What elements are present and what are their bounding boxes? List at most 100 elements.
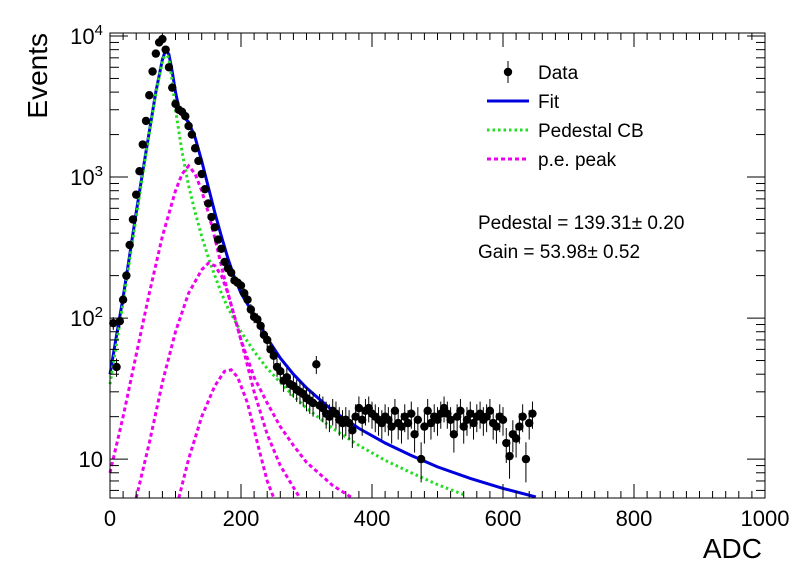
- data-point: [181, 111, 190, 121]
- data-point: [413, 407, 423, 436]
- data-marker: [528, 409, 537, 418]
- data-marker: [377, 418, 387, 428]
- data-point: [207, 212, 216, 222]
- data-point: [168, 83, 177, 92]
- data-point: [204, 199, 213, 208]
- legend-item-p-e-peak: p.e. peak: [487, 150, 617, 171]
- legend-item-data: Data: [503, 61, 579, 84]
- data-marker: [426, 418, 436, 428]
- data-point: [151, 49, 161, 58]
- legend: Data Fit Pedestal CB p.e. peak: [487, 61, 644, 171]
- data-marker: [132, 190, 141, 199]
- data-marker: [492, 422, 501, 431]
- data-point: [240, 288, 249, 299]
- data-point: [122, 271, 131, 281]
- data-point: [400, 404, 409, 433]
- data-marker: [240, 289, 249, 298]
- data-marker: [148, 67, 157, 76]
- data-point: [145, 91, 154, 100]
- data-point: [416, 442, 426, 483]
- data-marker: [197, 169, 206, 179]
- data-marker: [410, 430, 419, 439]
- x-tick-label: 600: [485, 506, 522, 531]
- data-point: [384, 407, 393, 436]
- x-tick-label: 800: [616, 506, 653, 531]
- data-point: [128, 215, 138, 224]
- data-point: [263, 333, 272, 348]
- fit-annotations: Pedestal = 139.31± 0.20 Gain = 53.98± 0.5…: [478, 213, 684, 263]
- data-marker: [184, 121, 193, 131]
- data-point: [161, 45, 170, 54]
- data-marker: [200, 184, 210, 194]
- x-axis-label: ADC: [703, 533, 762, 564]
- data-marker: [253, 315, 262, 324]
- curve-p-e-peak-1: [108, 163, 354, 500]
- data-point: [141, 116, 151, 126]
- data-marker: [525, 418, 534, 428]
- data-point: [446, 407, 455, 436]
- curve-p-e-peak-2: [134, 261, 302, 499]
- data-marker: [413, 415, 423, 424]
- data-point: [498, 407, 508, 436]
- data-point: [518, 404, 527, 433]
- legend-marker: [503, 67, 513, 77]
- data-point: [511, 423, 521, 458]
- data-marker: [466, 409, 475, 418]
- y-axis-label: Events: [22, 33, 53, 119]
- data-marker: [226, 268, 236, 277]
- data-marker: [308, 398, 318, 408]
- data-point: [256, 319, 265, 333]
- data-point: [348, 416, 357, 448]
- data-point: [138, 140, 147, 149]
- data-marker: [416, 454, 426, 464]
- data-marker: [400, 412, 409, 421]
- legend-label: Pedestal CB: [538, 121, 644, 142]
- data-point: [217, 244, 226, 253]
- data-point: [226, 268, 236, 278]
- data-marker: [269, 351, 278, 361]
- axis-ticks: [109, 33, 766, 498]
- legend-item-pedestal-cb: Pedestal CB: [487, 121, 644, 142]
- data-point: [132, 190, 141, 199]
- data-point: [449, 420, 459, 453]
- data-point: [118, 294, 128, 306]
- data-marker: [194, 156, 203, 166]
- x-tick-label: 0: [104, 506, 116, 531]
- data-marker: [135, 166, 144, 176]
- data-point: [456, 398, 465, 426]
- data-marker: [243, 295, 252, 304]
- data-marker: [145, 91, 154, 100]
- data-marker: [236, 281, 246, 290]
- data-marker: [190, 144, 200, 153]
- data-point: [194, 156, 203, 166]
- data-marker: [246, 305, 256, 314]
- data-marker: [112, 362, 121, 372]
- data-point: [528, 401, 537, 429]
- data-marker: [128, 215, 138, 224]
- data-marker: [469, 418, 478, 428]
- data-marker: [109, 318, 118, 328]
- data-point: [387, 413, 396, 444]
- data-marker: [446, 415, 455, 424]
- data-marker: [502, 438, 511, 448]
- data-marker: [420, 422, 429, 431]
- data-marker: [498, 415, 508, 424]
- y-tick-label: 102: [70, 304, 103, 331]
- data-point: [187, 130, 197, 139]
- data-point: [312, 355, 321, 374]
- data-marker: [423, 406, 432, 416]
- legend-label: Data: [538, 63, 579, 84]
- data-point: [135, 166, 144, 176]
- data-marker: [344, 418, 354, 428]
- annotation-text: Gain = 53.98± 0.52: [478, 242, 640, 263]
- data-point: [410, 420, 419, 453]
- data-point: [200, 184, 210, 194]
- data-marker: [210, 223, 219, 232]
- data-marker: [213, 235, 223, 244]
- data-marker: [282, 373, 292, 382]
- legend-label: Fit: [538, 92, 560, 113]
- data-marker: [161, 45, 170, 54]
- x-tick-label: 400: [354, 506, 391, 531]
- data-point: [164, 63, 174, 72]
- data-marker: [118, 295, 128, 304]
